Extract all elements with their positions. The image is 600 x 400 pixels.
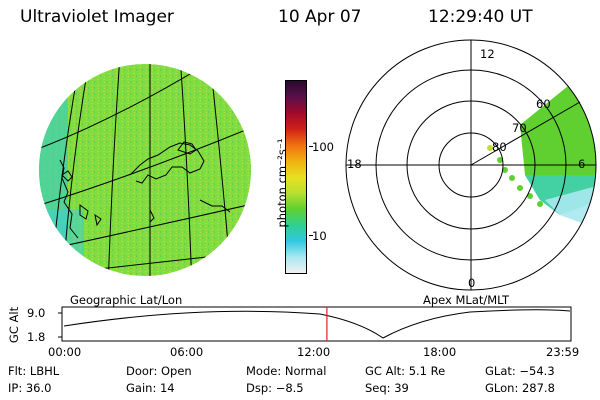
colorbar-tick-10: 10 (312, 229, 327, 243)
mlat-label-80: 80 (492, 140, 507, 154)
xtick-0600: 06:00 (170, 345, 204, 359)
xtick-1200: 12:00 (297, 345, 331, 359)
info-dsp: Dsp: −8.5 (246, 381, 304, 395)
geo-grid (39, 64, 251, 276)
colorbar (285, 80, 307, 274)
info-gain: Gain: 14 (126, 381, 175, 395)
observation-date: 10 Apr 07 (278, 7, 362, 27)
xtick-0000: 00:00 (48, 345, 82, 359)
info-mode: Mode: Normal (246, 364, 327, 378)
xtick-1800: 18:00 (423, 345, 457, 359)
altitude-plot-frame (61, 306, 572, 342)
polar-grid (345, 39, 597, 291)
colorbar-tickmark-100 (309, 146, 313, 147)
colorbar-tick-100: 100 (312, 140, 334, 154)
info-door: Door: Open (126, 364, 192, 378)
info-ip: IP: 36.0 (8, 381, 52, 395)
limb-edge-cyan (39, 64, 68, 276)
uv-disk-fill (39, 64, 251, 276)
info-glat: GLat: −54.3 (485, 364, 555, 378)
altitude-ytick-high: 9.0 (27, 306, 46, 320)
colorbar-label: photon cm⁻²s⁻¹ (275, 138, 289, 228)
observation-time: 12:29:40 UT (428, 7, 533, 27)
info-gc-alt: GC Alt: 5.1 Re (365, 364, 446, 378)
mlt-label-18: 18 (347, 157, 362, 171)
coastline (59, 141, 231, 239)
info-flt: Flt: LBHL (8, 364, 60, 378)
altitude-ylabel: GC Alt (7, 306, 21, 344)
mlt-label-12: 12 (480, 47, 495, 61)
colorbar-tickmark-10 (309, 235, 313, 236)
altitude-ytick-low: 1.8 (27, 330, 46, 344)
mlt-label-0: 0 (468, 276, 476, 290)
instrument-title: Ultraviolet Imager (20, 7, 174, 27)
limb-edge-cyan-lower (44, 210, 84, 276)
mlt-label-6: 6 (578, 157, 586, 171)
mlat-label-60: 60 (536, 97, 551, 111)
mlat-label-70: 70 (512, 121, 527, 135)
xtick-2359: 23:59 (546, 345, 580, 359)
info-glon: GLon: 287.8 (485, 381, 555, 395)
right-panel-caption: Apex MLat/MLT (423, 293, 510, 307)
left-panel-caption: Geographic Lat/Lon (70, 293, 183, 307)
altitude-curve (63, 309, 571, 339)
info-seq: Seq: 39 (365, 381, 409, 395)
